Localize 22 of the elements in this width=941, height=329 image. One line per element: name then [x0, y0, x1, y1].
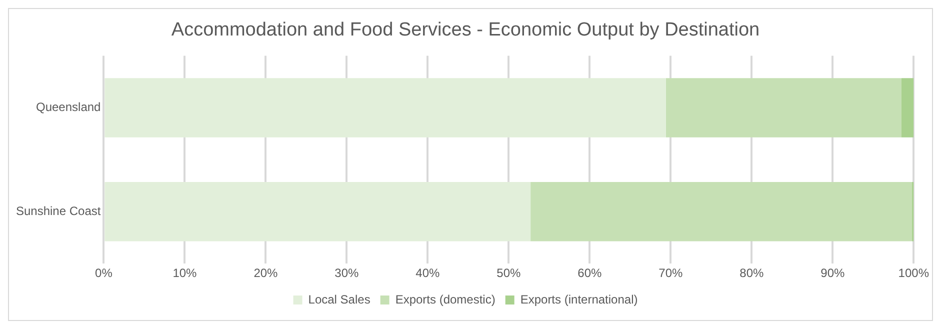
bar: [104, 182, 531, 242]
x-tick-label: 80%: [740, 266, 764, 280]
x-tick-label: 0%: [95, 266, 113, 280]
x-tick-label: 90%: [820, 266, 845, 280]
chart-title: Accommodation and Food Services - Economic Output by Destination: [171, 20, 760, 41]
bar: [104, 78, 666, 138]
legend-label: Exports (domestic): [395, 292, 496, 306]
x-tick-label: 60%: [578, 266, 602, 280]
y-tick-label: Sunshine Coast: [16, 204, 102, 218]
x-tick-label: 70%: [658, 266, 684, 280]
y-tick-label: Queensland: [36, 100, 101, 114]
bar: [530, 182, 912, 242]
x-tick-label: 10%: [172, 266, 198, 280]
x-tick-label: 50%: [496, 266, 522, 280]
legend-label: Local Sales: [308, 292, 370, 306]
bar: [902, 78, 914, 138]
x-tick-label: 40%: [416, 266, 440, 280]
x-tick-label: 20%: [254, 266, 278, 280]
x-tick-label: 30%: [334, 266, 360, 280]
x-tick-label: 100%: [898, 266, 930, 280]
legend-label: Exports (international): [520, 292, 638, 306]
bar: [666, 78, 902, 138]
